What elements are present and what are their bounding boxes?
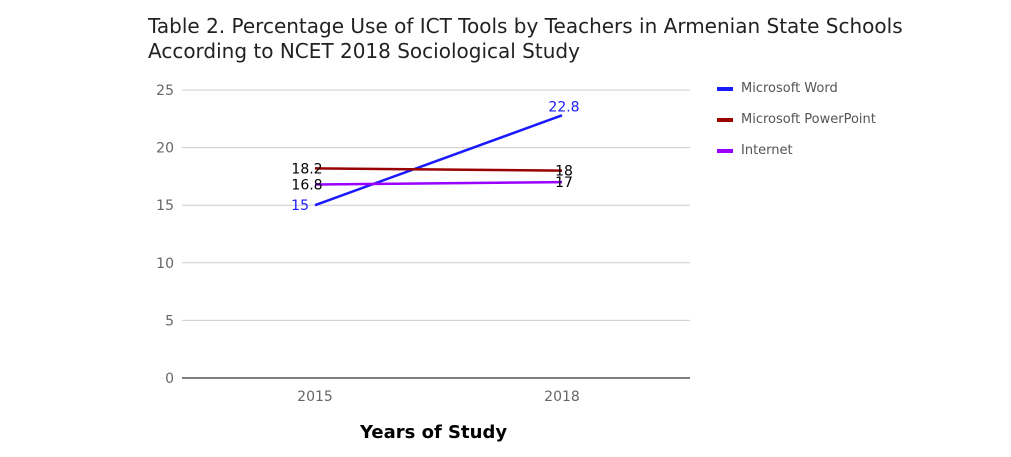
y-tick-label: 0 bbox=[165, 371, 174, 387]
y-tick-label: 25 bbox=[156, 83, 174, 99]
y-tick-label: 5 bbox=[165, 313, 174, 329]
y-tick-label: 10 bbox=[156, 256, 174, 272]
legend-swatch-internet bbox=[717, 149, 733, 153]
x-axis-ticks: 2015 2018 bbox=[297, 389, 580, 405]
data-label-powerpoint: 18 bbox=[555, 164, 573, 180]
legend-swatch-word bbox=[717, 87, 733, 91]
y-tick-label: 20 bbox=[156, 141, 174, 157]
legend-label-internet: Internet bbox=[741, 143, 793, 158]
x-tick-label: 2018 bbox=[544, 389, 580, 405]
chart-title: Table 2. Percentage Use of ICT Tools by … bbox=[148, 14, 903, 64]
legend-label-powerpoint: Microsoft PowerPoint bbox=[741, 112, 876, 127]
series-line-powerpoint bbox=[314, 167, 563, 172]
x-tick-label: 2015 bbox=[297, 389, 333, 405]
data-label-word: 15 bbox=[291, 198, 309, 214]
data-label-internet: 16.8 bbox=[291, 177, 322, 193]
grid bbox=[182, 89, 690, 379]
data-label-word: 22.8 bbox=[548, 99, 579, 115]
chart-title-line-1: Table 2. Percentage Use of ICT Tools by … bbox=[148, 14, 903, 38]
y-axis-ticks: 0 5 10 15 20 25 bbox=[156, 83, 174, 387]
data-labels: 15 22.8 18.2 18 16.8 17 bbox=[291, 99, 579, 214]
y-tick-label: 15 bbox=[156, 198, 174, 214]
series-line-internet bbox=[314, 180, 563, 186]
data-label-powerpoint: 18.2 bbox=[291, 161, 322, 177]
x-axis-title: Years of Study bbox=[360, 422, 508, 443]
chart-title-line-2: According to NCET 2018 Sociological Stud… bbox=[148, 39, 580, 63]
series-line-word bbox=[314, 114, 563, 207]
series-lines bbox=[314, 114, 563, 207]
legend-label-word: Microsoft Word bbox=[741, 81, 838, 96]
data-label-internet: 17 bbox=[555, 175, 573, 191]
legend-swatch-powerpoint bbox=[717, 118, 733, 122]
